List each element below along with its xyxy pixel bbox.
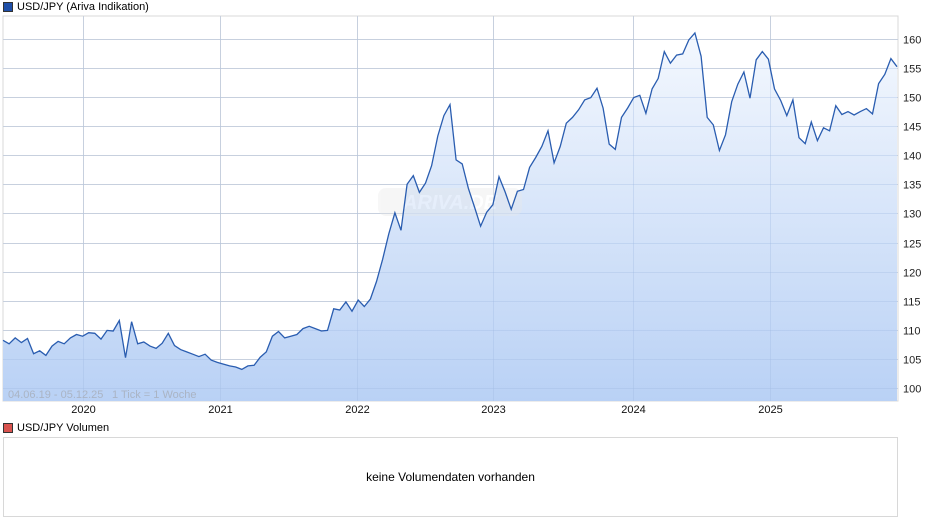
price-legend: USD/JPY (Ariva Indikation) bbox=[3, 1, 149, 13]
y-tick-label: 125 bbox=[903, 239, 921, 251]
x-tick-label: 2023 bbox=[481, 404, 505, 416]
grid-overlay bbox=[3, 16, 898, 401]
no-volume-message: keine Volumendaten vorhanden bbox=[366, 470, 535, 484]
volume-legend-swatch bbox=[3, 423, 13, 433]
y-tick-label: 100 bbox=[903, 384, 921, 396]
y-tick-label: 140 bbox=[903, 151, 921, 163]
price-line bbox=[2, 31, 898, 371]
x-axis: 2020 2021 2022 2023 2024 2025 bbox=[71, 404, 782, 416]
x-tick-label: 2022 bbox=[345, 404, 369, 416]
y-tick-label: 150 bbox=[903, 93, 921, 105]
date-range-label: 04.06.19 - 05.12.25 bbox=[8, 389, 103, 401]
price-legend-label: USD/JPY (Ariva Indikation) bbox=[17, 1, 149, 13]
y-tick-label: 135 bbox=[903, 180, 921, 192]
y-tick-label: 120 bbox=[903, 268, 921, 280]
volume-panel: keine Volumendaten vorhanden bbox=[3, 437, 898, 517]
y-tick-label: 155 bbox=[903, 64, 921, 76]
y-tick-label: 160 bbox=[903, 35, 921, 47]
y-tick-label: 115 bbox=[903, 297, 921, 309]
x-tick-label: 2024 bbox=[621, 404, 645, 416]
y-axis: 100 105 110 115 120 125 130 135 140 145 150 155 160 bbox=[903, 35, 921, 396]
watermark: ARIVA.DE bbox=[378, 188, 522, 216]
price-area-fill bbox=[3, 33, 897, 401]
y-tick-label: 145 bbox=[903, 122, 921, 134]
volume-legend-label: USD/JPY Volumen bbox=[17, 422, 110, 434]
y-tick-label: 110 bbox=[903, 326, 921, 338]
x-tick-label: 2025 bbox=[758, 404, 782, 416]
svg-text:ARIVA.DE: ARIVA.DE bbox=[402, 192, 498, 214]
x-tick-label: 2021 bbox=[208, 404, 232, 416]
price-legend-swatch bbox=[3, 2, 13, 12]
y-tick-label: 105 bbox=[903, 355, 921, 367]
volume-legend: USD/JPY Volumen bbox=[3, 422, 109, 434]
tick-interval-label: 1 Tick = 1 Woche bbox=[112, 389, 196, 401]
y-tick-label: 130 bbox=[903, 209, 921, 221]
price-chart: ARIVA.DE 1001051101151201251301351401451… bbox=[2, 15, 921, 416]
x-tick-label: 2020 bbox=[71, 404, 95, 416]
